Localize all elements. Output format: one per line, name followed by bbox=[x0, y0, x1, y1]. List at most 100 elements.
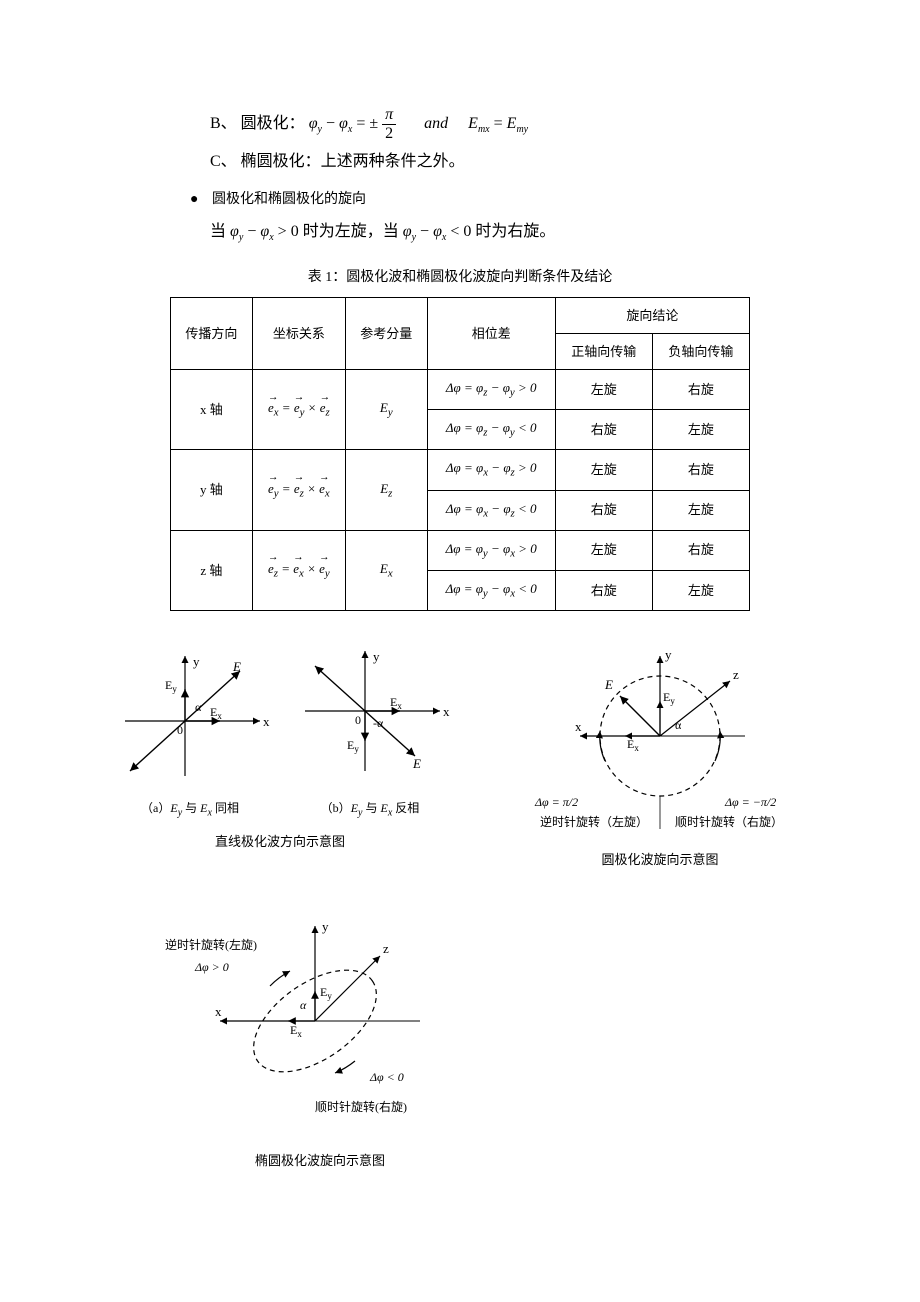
sy2: y bbox=[412, 232, 416, 243]
th-coord: 坐标关系 bbox=[252, 297, 345, 370]
result-cell: 右旋 bbox=[652, 370, 749, 410]
pre: 当 bbox=[210, 223, 226, 240]
line-c-text: C、 椭圆极化：上述两种条件之外。 bbox=[210, 153, 465, 170]
table-caption: 表 1：圆极化波和椭圆极化波旋向判断条件及结论 bbox=[100, 265, 820, 290]
linear-caption: 直线极化波方向示意图 bbox=[100, 830, 460, 853]
sx2: x bbox=[442, 232, 446, 243]
table-row: 传播方向 坐标关系 参考分量 相位差 旋向结论 bbox=[171, 297, 750, 333]
eq2: = bbox=[494, 115, 507, 132]
E-label: E⃗ bbox=[232, 659, 251, 674]
phi1: φ bbox=[309, 115, 318, 132]
sx: x bbox=[269, 232, 273, 243]
result-cell: 右旋 bbox=[555, 490, 652, 530]
fig-a: y x 0 α Ey Ex E⃗ （a）Ey 与 Ex 同相 bbox=[105, 641, 275, 823]
ex-label: Ex bbox=[390, 695, 402, 711]
fig-a-caption: （a）Ey 与 Ex 同相 bbox=[105, 798, 275, 822]
E-label: E⃗ bbox=[604, 677, 623, 692]
ccw-label: 逆时针旋转（左旋） bbox=[540, 814, 648, 829]
dphi-neg: Δφ = −π/2 bbox=[724, 795, 776, 809]
mid: 时为左旋，当 bbox=[303, 223, 399, 240]
y-label: y bbox=[665, 647, 672, 662]
th-result: 旋向结论 bbox=[555, 297, 749, 333]
phase-cell: Δφ = φz − φy < 0 bbox=[427, 410, 555, 450]
z-label: z bbox=[733, 667, 739, 682]
axis-cell: x 轴 bbox=[171, 370, 253, 450]
ex-label: Ex bbox=[627, 737, 639, 753]
dphi-pos: Δφ = π/2 bbox=[534, 795, 578, 809]
result-cell: 左旋 bbox=[555, 450, 652, 490]
z-label: z bbox=[383, 941, 389, 956]
sub-y: y bbox=[318, 124, 322, 135]
table-row: z 轴ez = ex × eyExΔφ = φy − φx > 0左旋右旋 bbox=[171, 530, 750, 570]
ccw-label: 逆时针旋转(左旋) bbox=[165, 937, 257, 952]
den: 2 bbox=[382, 125, 396, 143]
ref-cell: Ez bbox=[345, 450, 427, 530]
cw-label: 顺时针旋转（右旋） bbox=[675, 814, 783, 829]
ey-label: Ey bbox=[663, 690, 675, 706]
alpha: α bbox=[675, 718, 682, 732]
E-label: E⃗ bbox=[412, 756, 431, 771]
th-ref: 参考分量 bbox=[345, 297, 427, 370]
circular-caption: 圆极化波旋向示意图 bbox=[500, 848, 820, 871]
gt: > 0 bbox=[278, 223, 303, 240]
sy: y bbox=[239, 232, 243, 243]
alpha: α bbox=[300, 998, 307, 1012]
alpha-label: α bbox=[195, 700, 202, 714]
E1: E bbox=[468, 115, 478, 132]
sub-my: my bbox=[516, 124, 528, 135]
phase-cell: Δφ = φy − φx < 0 bbox=[427, 570, 555, 610]
ex-label: Ex bbox=[210, 705, 222, 721]
sub-x: x bbox=[348, 124, 352, 135]
th-direction: 传播方向 bbox=[171, 297, 253, 370]
result-cell: 左旋 bbox=[652, 410, 749, 450]
phi2: φ bbox=[339, 115, 348, 132]
rel-cell: ez = ex × ey bbox=[252, 530, 345, 610]
rel-cell: ex = ey × ez bbox=[252, 370, 345, 450]
ref-cell: Ex bbox=[345, 530, 427, 610]
th-neg: 负轴向传输 bbox=[652, 333, 749, 369]
bullet-rotation: 圆极化和椭圆极化的旋向 bbox=[190, 187, 820, 212]
th-phase: 相位差 bbox=[427, 297, 555, 370]
y-label: y bbox=[193, 654, 200, 669]
figure-elliptical-block: y z x Ey Ex α 逆时针旋转(左旋) Δφ > 0 Δφ < 0 顺时… bbox=[140, 901, 500, 1172]
line-b-label: B、 圆极化： bbox=[210, 115, 305, 132]
elliptical-svg: y z x Ey Ex α 逆时针旋转(左旋) Δφ > 0 Δφ < 0 顺时… bbox=[140, 901, 470, 1131]
x-label: x bbox=[263, 714, 270, 729]
bullet-text: 圆极化和椭圆极化的旋向 bbox=[212, 192, 366, 207]
fig-b-caption: （b）Ey 与 Ex 反相 bbox=[285, 798, 455, 822]
phase-cell: Δφ = φx − φz < 0 bbox=[427, 490, 555, 530]
frac-pi-2: π2 bbox=[382, 106, 396, 142]
sub-mx: mx bbox=[478, 124, 490, 135]
result-cell: 左旋 bbox=[652, 490, 749, 530]
result-cell: 右旋 bbox=[555, 570, 652, 610]
th-pos: 正轴向传输 bbox=[555, 333, 652, 369]
cw-label: 顺时针旋转(右旋) bbox=[315, 1099, 407, 1114]
axis-cell: y 轴 bbox=[171, 450, 253, 530]
result-cell: 右旋 bbox=[652, 450, 749, 490]
phase-cell: Δφ = φz − φy > 0 bbox=[427, 370, 555, 410]
and: and bbox=[424, 115, 448, 132]
dphi-neg: Δφ < 0 bbox=[369, 1070, 404, 1084]
ref-cell: Ey bbox=[345, 370, 427, 450]
table-row: x 轴ex = ey × ezEyΔφ = φz − φy > 0左旋右旋 bbox=[171, 370, 750, 410]
ey-label: Ey bbox=[165, 678, 177, 694]
result-cell: 左旋 bbox=[652, 570, 749, 610]
x-label: x bbox=[443, 704, 450, 719]
num: π bbox=[382, 106, 396, 125]
neg-alpha: -α bbox=[373, 716, 384, 730]
line-c: C、 椭圆极化：上述两种条件之外。 bbox=[210, 148, 820, 177]
y-label: y bbox=[322, 919, 329, 934]
figure-linear: y x 0 α Ey Ex E⃗ （a）Ey 与 Ex 同相 bbox=[100, 641, 460, 854]
y-label: y bbox=[373, 649, 380, 664]
rel-cell: ey = ez × ex bbox=[252, 450, 345, 530]
minus: − bbox=[326, 115, 339, 132]
phi-d: φ bbox=[433, 223, 442, 240]
table-row: y 轴ey = ez × exEzΔφ = φx − φz > 0左旋右旋 bbox=[171, 450, 750, 490]
figures-row-1: y x 0 α Ey Ex E⃗ （a）Ey 与 Ex 同相 bbox=[100, 641, 820, 872]
phase-cell: Δφ = φy − φx > 0 bbox=[427, 530, 555, 570]
figure-circular: y z x E⃗ Ey Ex α Δφ = π/2 Δφ = −π/2 逆时针旋… bbox=[500, 641, 820, 872]
linear-a-svg: y x 0 α Ey Ex E⃗ bbox=[105, 641, 275, 781]
axis-cell: z 轴 bbox=[171, 530, 253, 610]
x-label: x bbox=[575, 719, 582, 734]
eq: = ± bbox=[356, 115, 378, 132]
